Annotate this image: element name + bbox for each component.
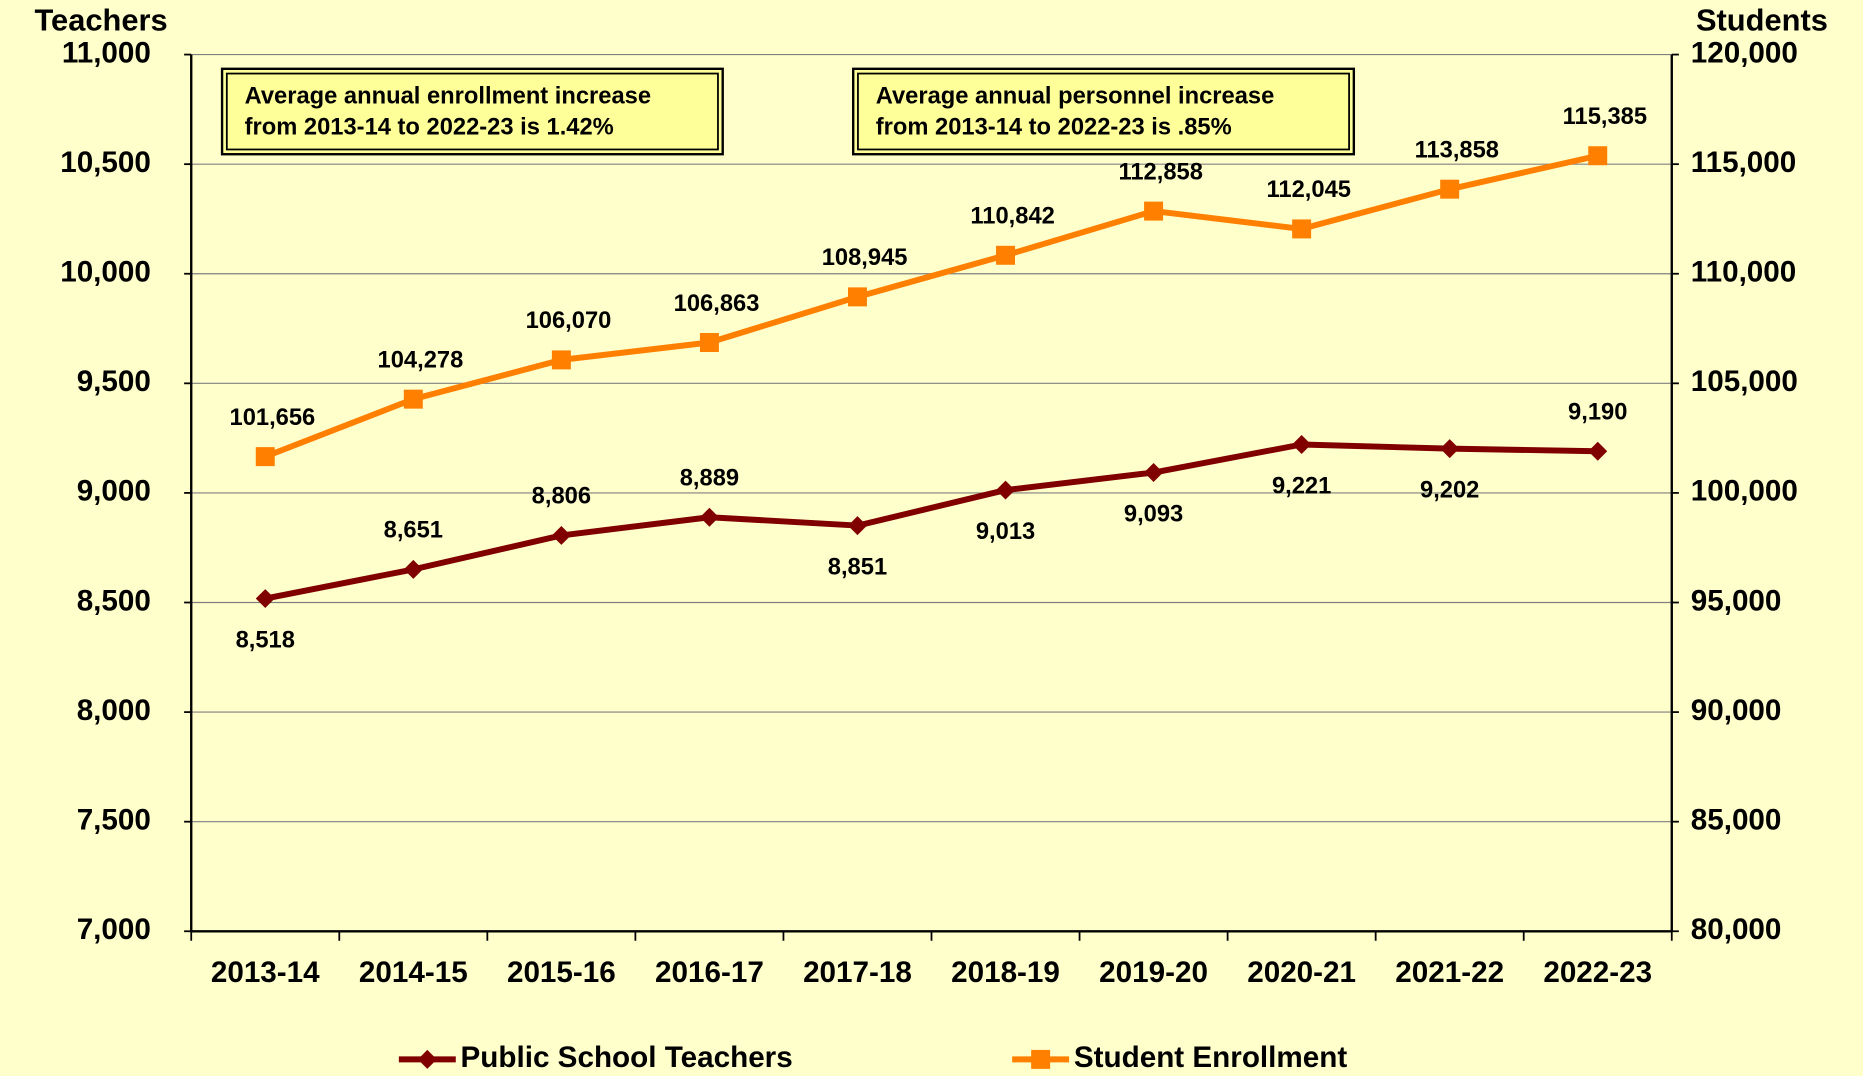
data-point <box>1292 219 1312 239</box>
data-point <box>1440 179 1460 199</box>
y-tick-label: 9,500 <box>77 365 151 398</box>
y2-tick-label: 95,000 <box>1691 584 1782 617</box>
annotation-text: Average annual enrollment increase <box>245 84 651 110</box>
data-label: 106,070 <box>526 308 612 334</box>
x-tick-label: 2017-18 <box>803 956 912 989</box>
data-label: 115,385 <box>1563 104 1647 130</box>
x-tick-label: 2013-14 <box>211 956 320 989</box>
y-tick-label: 10,500 <box>60 146 151 179</box>
legend-label: Student Enrollment <box>1074 1041 1347 1074</box>
x-tick-label: 2016-17 <box>655 956 764 989</box>
x-tick-label: 2021-22 <box>1395 956 1504 989</box>
data-label: 113,858 <box>1415 137 1499 163</box>
data-label: 104,278 <box>378 347 464 373</box>
x-tick-label: 2018-19 <box>951 956 1060 989</box>
x-tick-label: 2015-16 <box>507 956 616 989</box>
series-line <box>264 441 1598 602</box>
y2-tick-label: 80,000 <box>1691 913 1782 946</box>
x-tick-label: 2020-21 <box>1247 956 1356 989</box>
data-label: 112,858 <box>1118 159 1202 185</box>
x-tick-label: 2014-15 <box>359 956 468 989</box>
y2-tick-label: 90,000 <box>1691 694 1782 727</box>
data-point <box>996 245 1016 265</box>
data-point <box>1292 434 1312 454</box>
data-label: 9,013 <box>976 519 1035 545</box>
data-point <box>996 480 1016 500</box>
annotation-box-inner <box>225 72 719 151</box>
data-label: 9,202 <box>1420 478 1479 504</box>
y-tick-label: 8,000 <box>77 694 151 727</box>
data-point <box>551 350 571 370</box>
annotation-text: from 2013-14 to 2022-23 is 1.42% <box>245 114 614 140</box>
data-label: 9,221 <box>1272 473 1331 499</box>
y-tick-label: 7,000 <box>77 913 151 946</box>
data-point <box>403 389 423 409</box>
legend-marker <box>1031 1049 1051 1069</box>
legend-marker <box>417 1049 437 1069</box>
y-tick-label: 8,500 <box>77 584 151 617</box>
data-label: 8,851 <box>828 555 887 581</box>
data-label: 101,656 <box>230 405 316 431</box>
y2-axis-title: Students <box>1696 3 1828 38</box>
y2-tick-label: 105,000 <box>1691 365 1798 398</box>
annotation-text: from 2013-14 to 2022-23 is .85% <box>876 114 1232 140</box>
data-label: 110,842 <box>970 204 1054 230</box>
y2-tick-label: 100,000 <box>1691 475 1798 508</box>
data-point <box>1588 146 1608 166</box>
y2-tick-label: 85,000 <box>1691 804 1782 837</box>
data-label: 9,093 <box>1124 502 1183 528</box>
data-point <box>1144 463 1164 483</box>
data-label: 108,945 <box>822 245 908 271</box>
y2-tick-label: 115,000 <box>1691 146 1797 179</box>
y-tick-label: 7,500 <box>77 804 151 837</box>
data-point <box>403 559 423 579</box>
data-label: 8,806 <box>532 484 591 510</box>
data-label: 8,889 <box>680 466 739 492</box>
series-line <box>264 152 1599 460</box>
data-label: 106,863 <box>674 291 760 317</box>
data-label: 8,651 <box>384 518 443 544</box>
data-label: 8,518 <box>236 628 295 654</box>
data-label: 9,190 <box>1568 400 1627 426</box>
y2-tick-label: 110,000 <box>1691 256 1797 289</box>
y2-tick-label: 120,000 <box>1691 36 1798 69</box>
data-point <box>255 447 275 467</box>
data-point <box>847 287 867 307</box>
annotation-box-inner <box>857 72 1350 151</box>
y-axis-title: Teachers <box>35 3 168 38</box>
x-tick-label: 2022-23 <box>1543 956 1652 989</box>
data-point <box>551 525 571 545</box>
annotation-text: Average annual personnel increase <box>876 84 1275 110</box>
x-tick-label: 2019-20 <box>1099 956 1208 989</box>
data-point <box>1144 201 1164 221</box>
annotation-box <box>220 67 724 156</box>
y-tick-label: 10,000 <box>60 256 151 289</box>
data-label: 112,045 <box>1267 177 1351 203</box>
legend-label: Public School Teachers <box>461 1041 793 1074</box>
data-point <box>699 333 719 352</box>
y-tick-label: 9,000 <box>77 475 151 508</box>
data-point <box>699 507 719 527</box>
annotation-box <box>852 67 1356 156</box>
y-tick-label: 11,000 <box>62 36 151 69</box>
